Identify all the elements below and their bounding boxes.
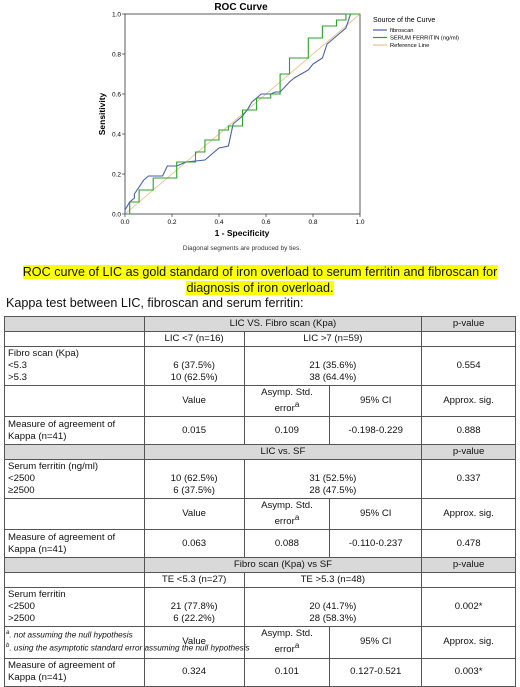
- y-tick-label: 1.0: [112, 11, 121, 18]
- table-row: Fibro scan (Kpa) <5.3 >5.3 6 (37.5%) 10 (62…: [4, 346, 516, 386]
- kappa-title: Kappa test between LIC, fibroscan and se…: [6, 296, 304, 310]
- x-axis-label: 1 - Specificity: [215, 228, 270, 238]
- series-line-serum-ferritin-ng-ml: [125, 13, 360, 215]
- table-row: LIC <7 (n=16) LIC >7 (n=59): [4, 331, 516, 347]
- table-cell: 20 (41.7%) 28 (58.3%): [243, 587, 423, 628]
- pvalue-header: p-value: [421, 557, 516, 574]
- kappa-ase: 0.101: [243, 657, 331, 687]
- chart-footnote: Diagonal segments are produced by ties.: [183, 245, 301, 252]
- table-cell: 6 (37.5%) 10 (62.5%): [143, 346, 245, 386]
- y-tick-label: 0.6: [112, 91, 121, 98]
- row-label: Fibro scan (Kpa) <5.3 >5.3: [4, 346, 145, 386]
- legend-label: fibroscan: [390, 28, 414, 34]
- y-tick-label: 0.2: [112, 171, 121, 178]
- kappa-ci: 0.127-0.521: [329, 657, 423, 687]
- table-row: TE <5.3 (n=27) TE >5.3 (n=48): [4, 572, 516, 589]
- section-title: Fibro scan (Kpa) vs SF: [143, 557, 423, 574]
- caption-text: ROC curve of LIC as gold standard of iro…: [22, 265, 498, 295]
- kappa-ci: -0.110-0.237: [329, 529, 423, 559]
- table-row: Fibro scan (Kpa) vs SF p-value: [4, 557, 516, 574]
- x-tick-label: 0.4: [214, 219, 223, 226]
- x-tick-label: 0.0: [120, 219, 129, 226]
- roc-chart: ROC Curve 0.0 0.2 0.4 0.6 0.8 1.0 0.0 0.2 0.4 0.6…: [97, 2, 459, 252]
- kappa-sig: 0.888: [421, 416, 516, 446]
- y-tick-label: 0.4: [112, 131, 121, 138]
- p-value: 0.002*: [421, 587, 516, 628]
- row-label: Serum ferritin (ng/ml) <2500 ≥2500: [4, 459, 145, 500]
- table-cell: 31 (52.5%) 28 (47.5%): [243, 459, 423, 500]
- pvalue-header: p-value: [421, 316, 516, 332]
- table-row: Measure of agreement of Kappa (n=41) 0.3…: [4, 657, 516, 687]
- kappa-table: LIC VS. Fibro scan (Kpa) p-value LIC <7 …: [4, 316, 516, 687]
- footnote-a: a. not assuming the null hypothesis: [6, 630, 133, 640]
- column-header: Value: [143, 498, 245, 531]
- row-label: Measure of agreement of Kappa (n=41): [4, 657, 145, 687]
- column-header: 95% CI: [329, 626, 423, 659]
- table-row: Serum ferritin (ng/ml) <2500 ≥2500 10 (62.…: [4, 459, 516, 500]
- legend-title: Source of the Curve: [373, 17, 435, 24]
- column-header: Value: [143, 384, 245, 418]
- legend-label: Reference Line: [390, 43, 429, 49]
- kappa-value: 0.063: [143, 529, 245, 559]
- column-header: 95% CI: [329, 498, 423, 531]
- row-label: Measure of agreement of Kappa (n=41): [4, 416, 145, 446]
- table-row: Serum ferritin <2500 >2500 21 (77.8%) 6 (22…: [4, 587, 516, 628]
- table-cell: 21 (77.8%) 6 (22.2%): [143, 587, 245, 628]
- footnote-b: b. using the asymptotic standard error a…: [6, 642, 250, 653]
- table-cell: 21 (35.6%) 38 (64.4%): [243, 346, 423, 386]
- x-tick-label: 0.2: [167, 219, 176, 226]
- kappa-ase: 0.109: [243, 416, 331, 446]
- kappa-value: 0.015: [143, 416, 245, 446]
- table-row: LIC VS. Fibro scan (Kpa) p-value: [4, 316, 516, 332]
- column-header: Asymp. Std. errora: [243, 498, 331, 531]
- column-header: Asymp. Std. errora: [243, 626, 331, 659]
- kappa-sig: 0.003*: [421, 657, 516, 687]
- row-label: Serum ferritin <2500 >2500: [4, 587, 145, 628]
- kappa-ci: -0.198-0.229: [329, 416, 423, 446]
- pvalue-header: p-value: [421, 444, 516, 461]
- table-row: Measure of agreement of Kappa (n=41) 0.0…: [4, 529, 516, 559]
- figure-caption: ROC curve of LIC as gold standard of iro…: [8, 264, 512, 296]
- y-axis-label: Sensitivity: [97, 92, 107, 135]
- legend-label: SERUM FERRITIN (ng/ml): [390, 36, 459, 42]
- y-tick-label: 0.8: [112, 51, 121, 58]
- legend: Source of the Curve fibroscan SERUM FERRI…: [373, 17, 459, 49]
- x-tick-label: 1.0: [355, 219, 364, 226]
- column-header: Approx. sig.: [421, 384, 516, 418]
- x-tick-label: 0.6: [261, 219, 270, 226]
- kappa-sig: 0.478: [421, 529, 516, 559]
- series-line-fibroscan: [124, 13, 360, 214]
- column-header: LIC >7 (n=59): [243, 331, 423, 347]
- chart-title: ROC Curve: [214, 2, 268, 13]
- column-header: TE <5.3 (n=27): [143, 572, 245, 589]
- table-cell: 10 (62.5%) 6 (37.5%): [143, 459, 245, 500]
- section-title: LIC vs. SF: [143, 444, 423, 461]
- table-row: Measure of agreement of Kappa (n=41) 0.0…: [4, 416, 516, 446]
- column-header: Approx. sig.: [421, 498, 516, 531]
- y-tick-label: 0.0: [112, 211, 121, 218]
- column-header: TE >5.3 (n=48): [243, 572, 423, 589]
- table-row: LIC vs. SF p-value: [4, 444, 516, 461]
- x-tick-label: 0.8: [308, 219, 317, 226]
- column-header: 95% CI: [329, 384, 423, 418]
- table-footnotes: a. not assuming the null hypothesis b. u…: [6, 628, 250, 653]
- section-title: LIC VS. Fibro scan (Kpa): [143, 316, 423, 332]
- p-value: 0.337: [421, 459, 516, 500]
- column-header: Approx. sig.: [421, 626, 516, 659]
- table-row: Value Asymp. Std. errora 95% CI Approx. …: [4, 384, 516, 418]
- table-row: Value Asymp. Std. errora 95% CI Approx. …: [4, 626, 516, 659]
- column-header: Asymp. Std. errora: [243, 384, 331, 418]
- column-header: LIC <7 (n=16): [143, 331, 245, 347]
- p-value: 0.554: [421, 346, 516, 386]
- kappa-value: 0.324: [143, 657, 245, 687]
- table-row: Value Asymp. Std. errora 95% CI Approx. …: [4, 498, 516, 531]
- kappa-ase: 0.088: [243, 529, 331, 559]
- row-label: Measure of agreement of Kappa (n=41): [4, 529, 145, 559]
